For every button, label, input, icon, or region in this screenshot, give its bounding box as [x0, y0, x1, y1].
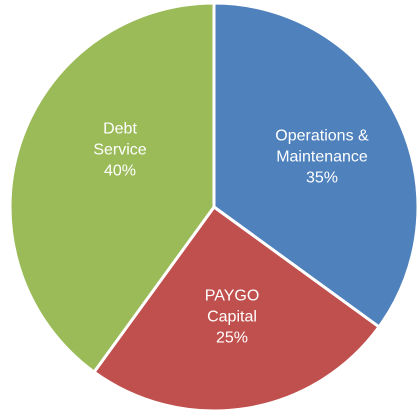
pie-slice [212, 1, 419, 329]
data-label: PAYGO Capital 25% [192, 286, 272, 349]
pie-slice [8, 1, 216, 374]
slice-category: PAYGO Capital [204, 287, 260, 326]
data-label: Operations & Maintenance 35% [257, 126, 387, 189]
slice-category: Operations & Maintenance [275, 127, 369, 166]
pie-slice [92, 205, 381, 412]
slice-value: 25% [215, 329, 249, 347]
data-label: Debt Service 40% [85, 119, 155, 182]
slice-value: 35% [305, 169, 339, 187]
slice-category: Debt Service [93, 120, 147, 159]
slice-value: 40% [103, 162, 137, 180]
